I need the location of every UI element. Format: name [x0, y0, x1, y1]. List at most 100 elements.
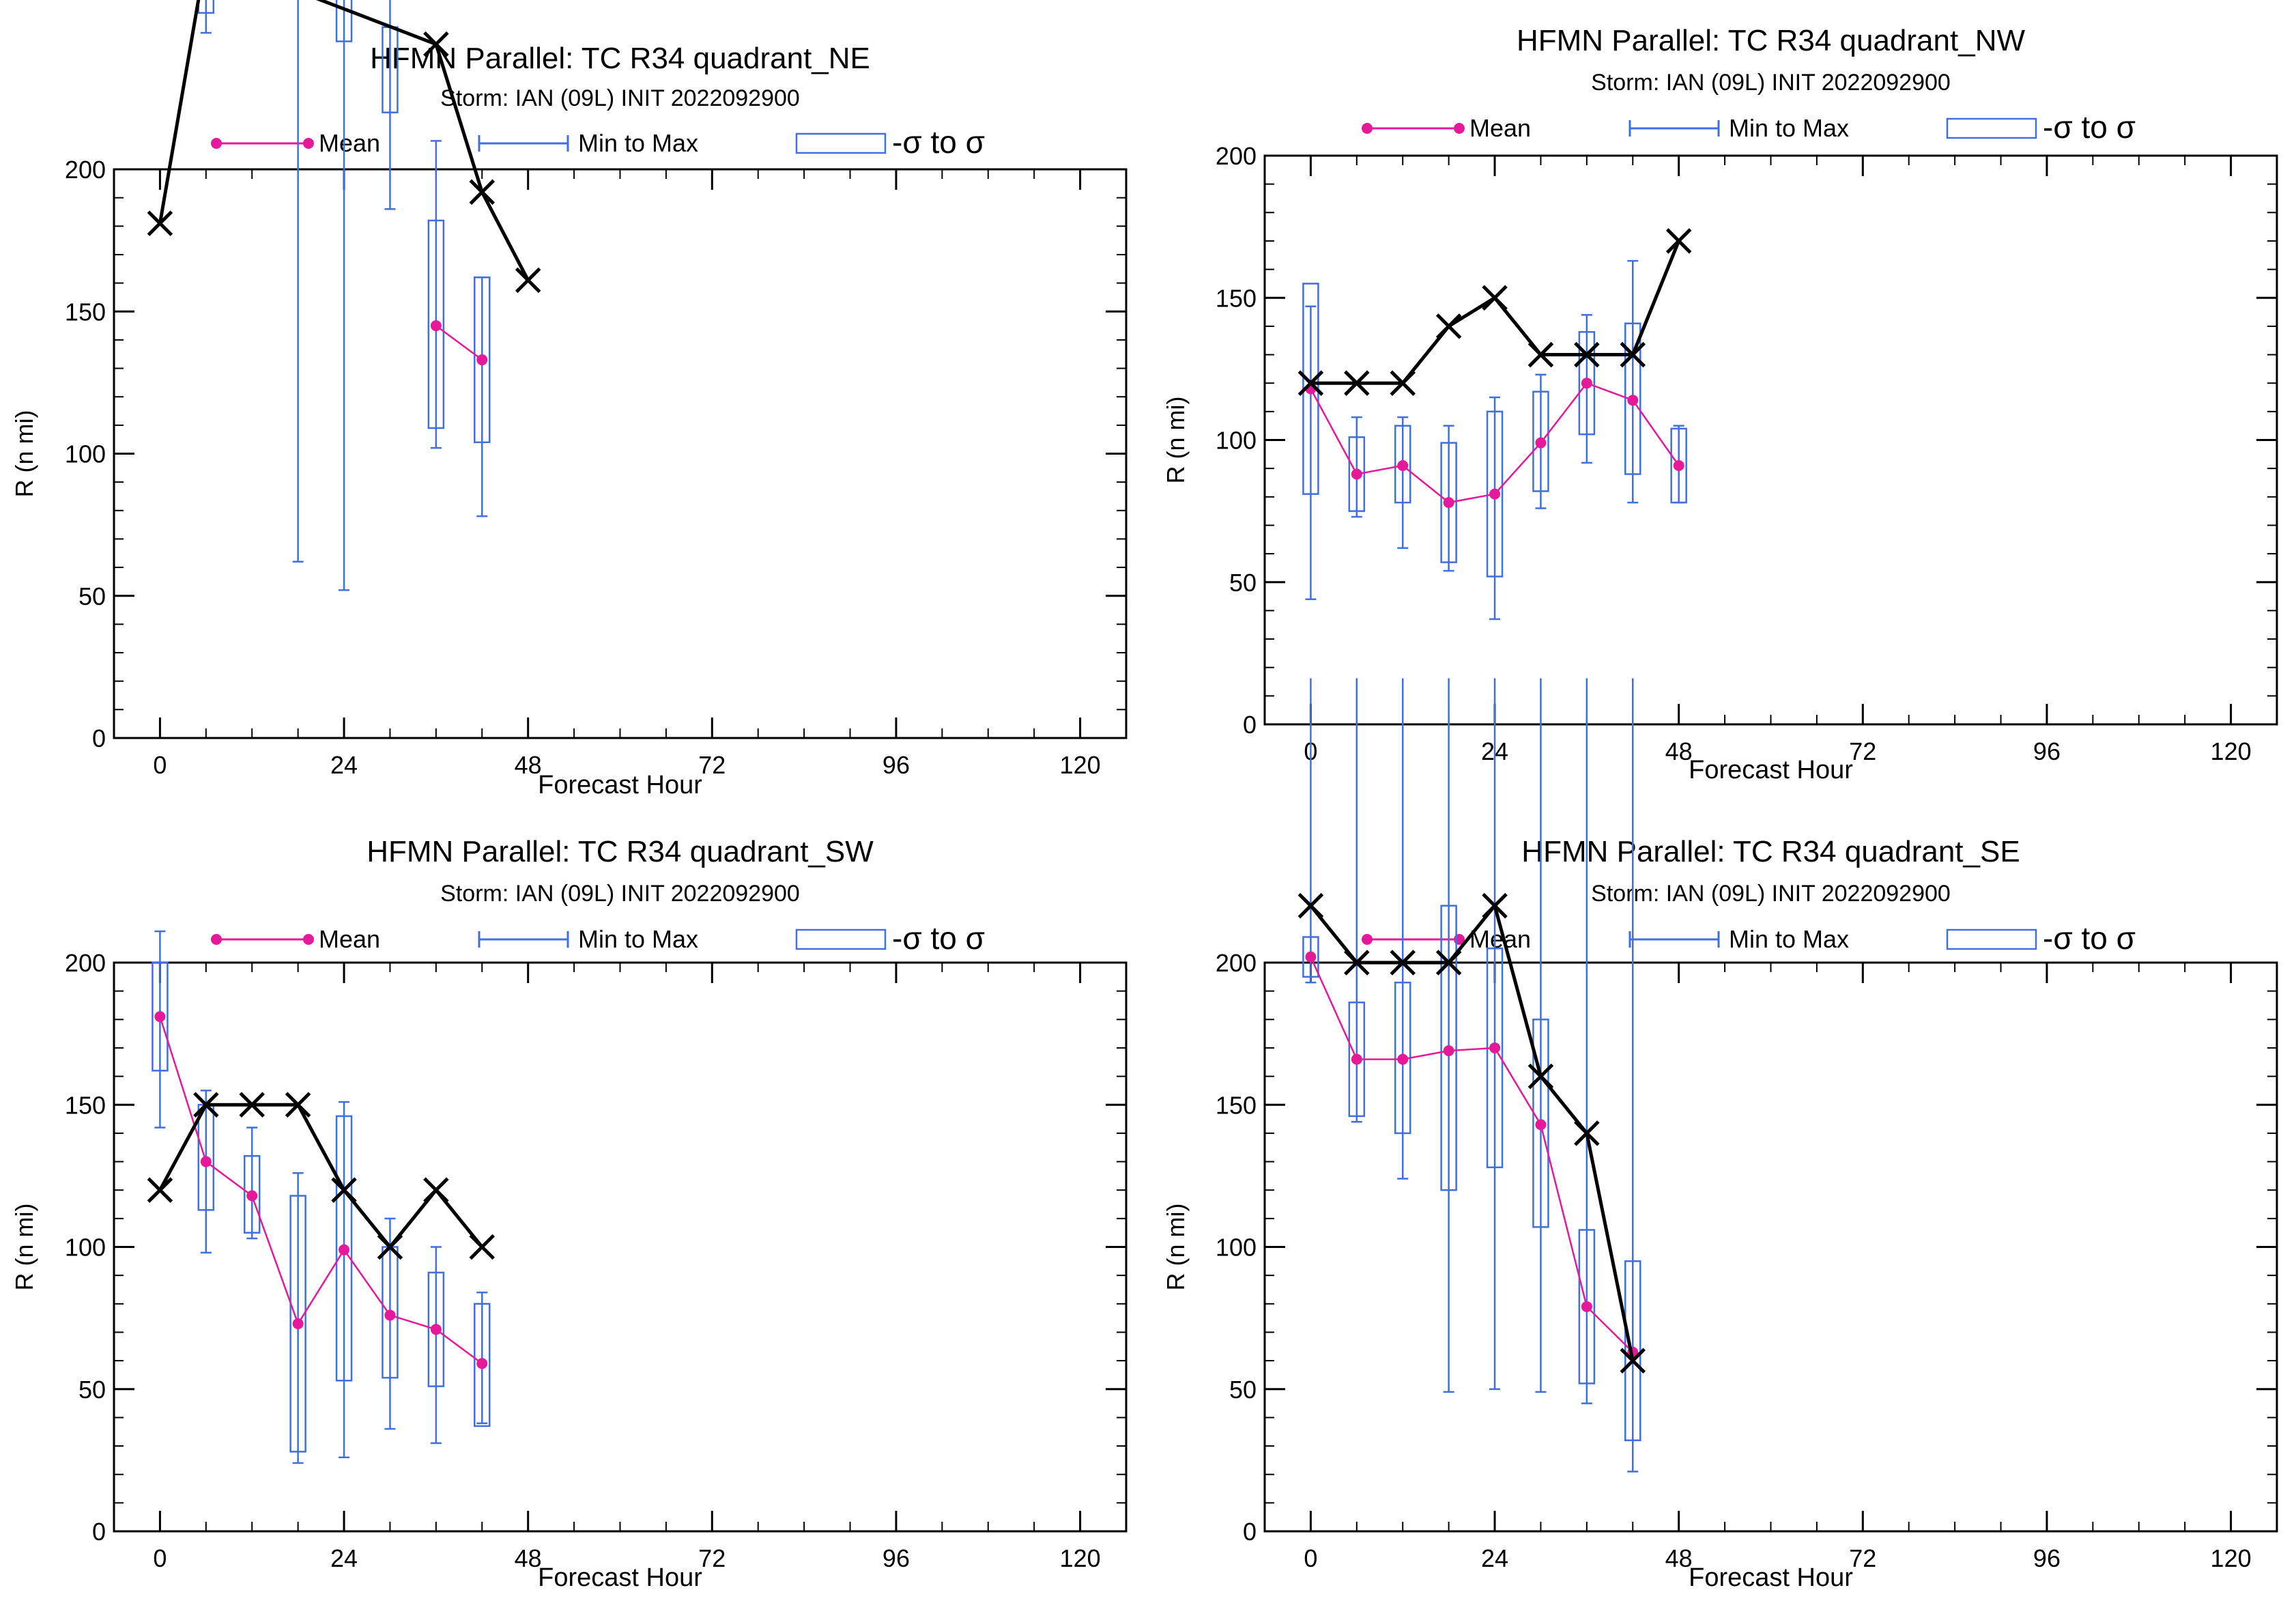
plot-data	[1297, 678, 1646, 1473]
best-track-marker	[377, 1234, 403, 1260]
legend-minmax-label: Min to Max	[1729, 114, 1849, 142]
sigma-box	[1440, 442, 1457, 563]
x-tick-label: 24	[1481, 1544, 1508, 1572]
x-tick-label: 48	[1665, 1544, 1693, 1572]
sigma-box	[289, 1195, 306, 1453]
legend-sigma-box	[1946, 928, 2037, 950]
legend-mean-marker	[1454, 123, 1465, 134]
x-tick-label: 96	[882, 751, 910, 779]
x-axis-label: Forecast Hour	[538, 1563, 702, 1592]
y-axis-label: R (n mi)	[10, 410, 38, 498]
legend-mean-label: Mean	[1469, 114, 1531, 142]
best-track-marker	[1344, 370, 1370, 396]
legend-sigma-box	[795, 132, 887, 154]
mean-point	[339, 1244, 350, 1255]
x-axis-label: Forecast Hour	[1689, 1563, 1853, 1592]
x-tick-label: 48	[515, 751, 542, 779]
x-tick-label: 96	[882, 1544, 910, 1572]
mean-point	[1443, 497, 1454, 509]
y-tick-label: 200	[1216, 949, 1257, 977]
plot-frame	[113, 168, 1128, 739]
best-track-marker	[193, 1092, 219, 1118]
x-tick-label: 0	[1304, 1544, 1317, 1572]
x-tick-label: 72	[698, 751, 726, 779]
mean-point	[1535, 1119, 1547, 1131]
best-track-marker	[1574, 341, 1600, 368]
legend-mean-marker	[211, 934, 222, 945]
sigma-box	[243, 1154, 261, 1234]
mean-point	[1351, 1053, 1362, 1065]
y-axis-label: R (n mi)	[1162, 397, 1190, 484]
best-track-marker	[423, 31, 449, 57]
y-tick-label: 150	[65, 298, 106, 326]
best-track-marker	[469, 179, 496, 205]
best-track-marker	[1665, 228, 1692, 254]
legend-minmax-label: Min to Max	[1729, 925, 1849, 953]
mean-point	[1535, 437, 1547, 449]
y-tick-label: 50	[1229, 569, 1257, 597]
mean-point	[430, 1324, 442, 1335]
best-track-marker	[1297, 370, 1324, 396]
mean-point	[1489, 488, 1501, 500]
legend-mean-label: Mean	[319, 925, 380, 953]
x-tick-label: 0	[153, 751, 167, 779]
sigma-box	[1486, 947, 1504, 1169]
y-tick-label: 50	[78, 1376, 106, 1404]
best-track-marker	[423, 1177, 449, 1203]
best-track-marker	[1390, 950, 1416, 976]
sigma-box	[474, 276, 491, 444]
x-tick-label: 0	[153, 1544, 167, 1572]
legend-mean-marker	[1362, 123, 1373, 134]
chart-panel-2: HFMN Parallel: TC R34 quadrant_NW Storm: …	[1162, 24, 2278, 784]
x-tick-label: 24	[330, 751, 358, 779]
x-axis-label: Forecast Hour	[538, 771, 702, 799]
best-track-marker	[147, 210, 173, 236]
plot-data	[1297, 228, 1692, 621]
chart-title: HFMN Parallel: TC R34 quadrant_SW	[367, 835, 874, 868]
y-tick-label: 0	[1243, 1518, 1257, 1546]
plot-data	[147, 0, 541, 591]
legend-minmax-line	[1628, 120, 1720, 137]
mean-point	[430, 320, 442, 332]
best-track-marker	[1344, 950, 1370, 976]
y-tick-label: 100	[65, 440, 106, 468]
legend-minmax-label: Min to Max	[578, 129, 698, 157]
mean-point	[1581, 378, 1592, 389]
legend-minmax-line	[478, 931, 569, 948]
sigma-box	[427, 219, 445, 429]
sigma-box	[474, 1303, 491, 1428]
x-tick-label: 24	[330, 1544, 358, 1572]
mean-line	[435, 325, 483, 361]
chart-subtitle: Storm: IAN (09L) INIT 2022092900	[440, 85, 800, 111]
legend-mean-marker	[211, 138, 222, 149]
mean-line	[1310, 956, 1634, 1353]
y-tick-label: 200	[65, 156, 106, 184]
best-track-marker	[285, 1092, 311, 1118]
best-track-marker	[1390, 370, 1416, 396]
x-tick-label: 120	[1060, 1544, 1101, 1572]
plot-data	[147, 930, 496, 1464]
best-track-marker	[1435, 313, 1462, 339]
y-tick-label: 200	[1216, 142, 1257, 170]
y-tick-label: 150	[65, 1091, 106, 1119]
sigma-box	[1578, 330, 1596, 436]
x-tick-label: 72	[698, 1544, 726, 1572]
y-tick-label: 0	[1243, 711, 1257, 739]
best-track-marker	[1620, 1348, 1646, 1374]
best-track-marker	[331, 1177, 357, 1203]
best-track-marker	[1527, 1063, 1554, 1090]
best-track-marker	[1482, 892, 1508, 919]
sigma-box	[1532, 1019, 1549, 1228]
x-tick-label: 120	[2211, 1544, 2252, 1572]
mean-point	[1397, 1053, 1409, 1065]
mean-point	[476, 1358, 488, 1369]
sigma-box	[1394, 425, 1411, 504]
chart-panel-1: HFMN Parallel: TC R34 quadrant_NE Storm: …	[10, 0, 1128, 799]
y-axis-label: R (n mi)	[1162, 1204, 1190, 1291]
y-tick-label: 100	[1216, 1234, 1257, 1262]
best-track-line	[158, 1103, 484, 1249]
sigma-box	[335, 1115, 353, 1382]
mean-point	[154, 1011, 166, 1023]
legend-mean-marker	[303, 934, 314, 945]
sigma-box	[1624, 322, 1641, 475]
